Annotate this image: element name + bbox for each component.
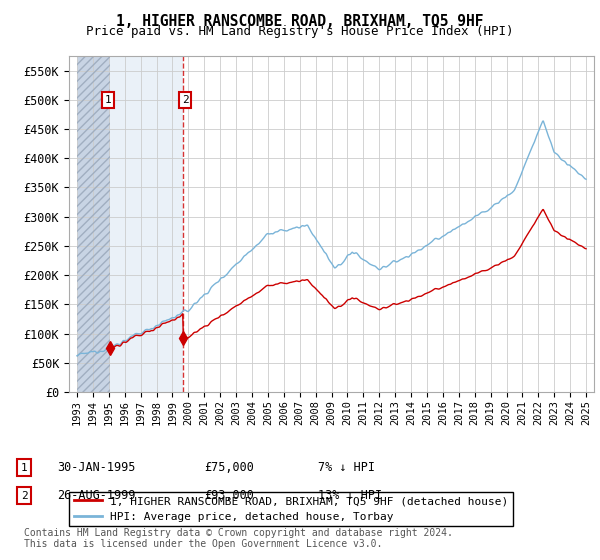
Text: Price paid vs. HM Land Registry's House Price Index (HPI): Price paid vs. HM Land Registry's House … xyxy=(86,25,514,38)
Text: £75,000: £75,000 xyxy=(204,461,254,474)
Text: Contains HM Land Registry data © Crown copyright and database right 2024.
This d: Contains HM Land Registry data © Crown c… xyxy=(24,528,453,549)
Bar xyxy=(77,56,110,392)
Text: 2: 2 xyxy=(20,491,28,501)
Text: 1: 1 xyxy=(104,95,111,105)
Text: 13% ↓ HPI: 13% ↓ HPI xyxy=(318,489,382,502)
Legend: 1, HIGHER RANSCOMBE ROAD, BRIXHAM, TQ5 9HF (detached house), HPI: Average price,: 1, HIGHER RANSCOMBE ROAD, BRIXHAM, TQ5 9… xyxy=(70,492,513,526)
Text: 7% ↓ HPI: 7% ↓ HPI xyxy=(318,461,375,474)
Bar xyxy=(110,56,183,392)
Text: 26-AUG-1999: 26-AUG-1999 xyxy=(57,489,136,502)
Text: 1, HIGHER RANSCOMBE ROAD, BRIXHAM, TQ5 9HF: 1, HIGHER RANSCOMBE ROAD, BRIXHAM, TQ5 9… xyxy=(116,14,484,29)
Text: 1: 1 xyxy=(20,463,28,473)
Bar xyxy=(77,56,110,392)
Text: 2: 2 xyxy=(182,95,188,105)
Text: £93,000: £93,000 xyxy=(204,489,254,502)
Text: 30-JAN-1995: 30-JAN-1995 xyxy=(57,461,136,474)
